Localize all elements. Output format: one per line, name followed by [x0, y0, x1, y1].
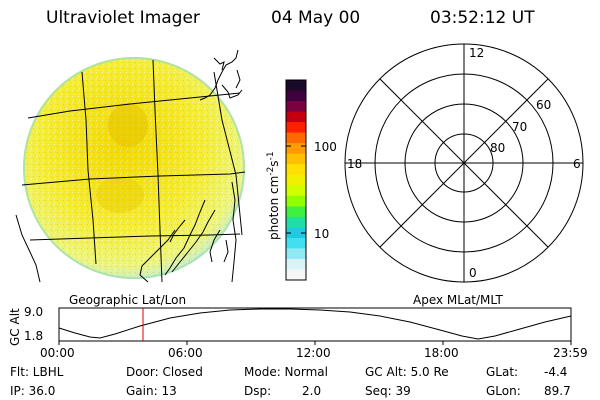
alt-ymin-label: 1.8	[24, 329, 44, 343]
colorbar-swatch	[286, 164, 306, 176]
gc-alt-info: GC Alt: 5.0 Re	[365, 365, 449, 379]
time-tick: 18:00	[424, 346, 459, 360]
colorbar-swatch	[286, 185, 306, 197]
colorbar-tick-100: 100	[314, 140, 337, 154]
colorbar-swatch	[286, 111, 306, 123]
time-label: 03:52:12 UT	[430, 8, 535, 28]
gc-alt-axis-label: GC Alt	[8, 308, 22, 346]
colorbar-swatch	[286, 216, 306, 228]
time-tick: 12:00	[296, 346, 331, 360]
alt-ymax-label: 9.0	[24, 305, 44, 319]
colorbar-unit-label: photon cm-2s-1	[266, 151, 281, 240]
gain-info: Gain: 13	[126, 384, 177, 398]
colorbar-swatch	[286, 206, 306, 218]
time-tick: 06:00	[168, 346, 203, 360]
colorbar-swatch	[286, 90, 306, 102]
colorbar-swatch	[286, 195, 306, 207]
dsp-value: 2.0	[302, 384, 322, 398]
apex-label: Apex MLat/MLT	[413, 293, 503, 307]
colorbar-swatch	[286, 237, 306, 249]
colorbar-swatch	[286, 80, 306, 92]
mlat-60-label: 60	[536, 98, 552, 112]
mlat-80-label: 80	[490, 141, 506, 155]
mlt-6-label: 6	[573, 157, 581, 171]
mlt-0-label: 0	[469, 266, 477, 280]
altitude-plot	[58, 307, 572, 345]
filter-info: Flt: LBHL	[10, 365, 64, 379]
date-label: 04 May 00	[271, 8, 361, 28]
colorbar-swatch	[286, 227, 306, 239]
instrument-title: Ultraviolet Imager	[46, 8, 200, 28]
glat-label: GLat:	[486, 365, 519, 379]
colorbar-swatch	[286, 258, 306, 270]
geographic-label: Geographic Lat/Lon	[69, 293, 187, 307]
mlat-70-label: 70	[512, 120, 528, 134]
glon-value: 89.7	[544, 384, 571, 398]
glat-value: -4.4	[544, 365, 568, 379]
time-tick: 23:59	[553, 346, 588, 360]
seq-info: Seq: 39	[365, 384, 411, 398]
colorbar	[285, 79, 307, 281]
door-info: Door: Closed	[126, 365, 203, 379]
polar-mlt-grid	[344, 43, 584, 283]
colorbar-swatch	[286, 248, 306, 260]
glon-label: GLon:	[486, 384, 521, 398]
colorbar-swatch	[286, 122, 306, 134]
colorbar-swatch	[286, 143, 306, 155]
colorbar-swatch	[286, 101, 306, 113]
colorbar-swatch	[286, 269, 306, 281]
mode-info: Mode: Normal	[244, 365, 328, 379]
mlt-18-label: 18	[347, 157, 363, 171]
ip-info: IP: 36.0	[10, 384, 56, 398]
dsp-label: Dsp:	[244, 384, 272, 398]
colorbar-tick-10: 10	[314, 227, 330, 241]
coastline-outlines	[15, 49, 243, 283]
uv-earth-image	[23, 57, 245, 279]
colorbar-swatch	[286, 132, 306, 144]
time-tick: 00:00	[40, 346, 75, 360]
colorbar-swatch	[286, 174, 306, 186]
mlt-12-label: 12	[469, 46, 485, 60]
colorbar-swatch	[286, 153, 306, 165]
